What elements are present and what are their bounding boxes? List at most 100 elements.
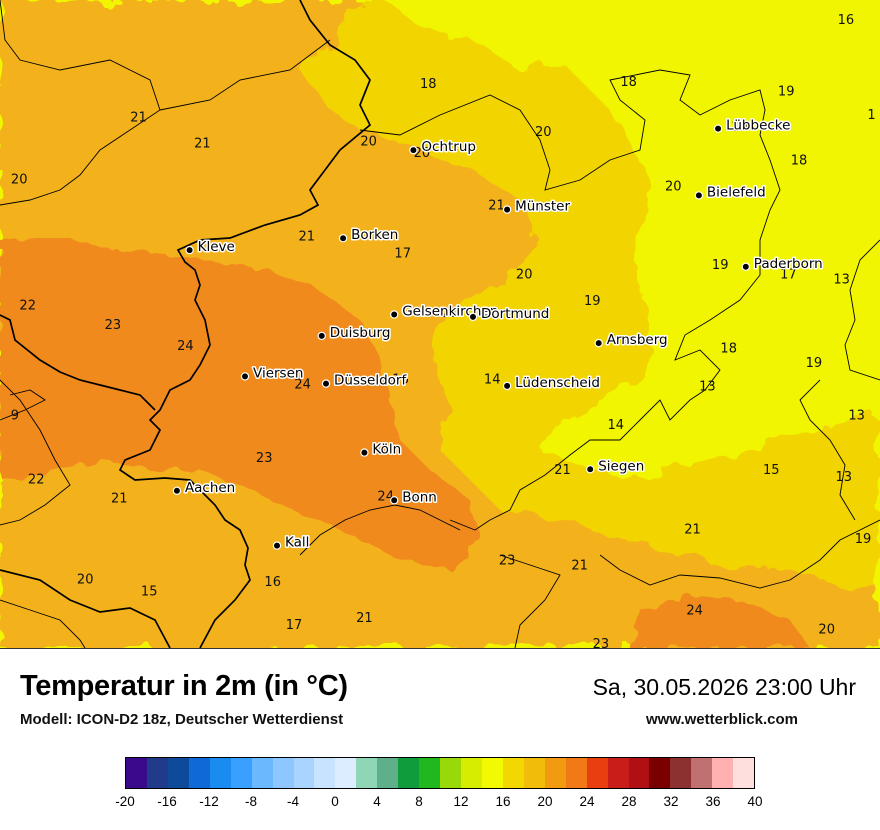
- temperature-value: 13: [848, 408, 865, 423]
- legend-tick-label: 16: [495, 794, 511, 809]
- legend-tick-label: 8: [415, 794, 423, 809]
- city-dot: [317, 331, 326, 341]
- city-marker: Düsseldorf: [321, 371, 409, 390]
- temperature-value: 21: [571, 558, 588, 573]
- temperature-value: 18: [620, 75, 637, 90]
- temperature-value: 22: [28, 473, 45, 488]
- temperature-value: 22: [19, 299, 36, 314]
- temperature-value: 17: [286, 618, 303, 633]
- temperature-value: 21: [130, 111, 147, 126]
- temperature-value: 17: [780, 268, 797, 283]
- legend-tick-label: -12: [199, 794, 219, 809]
- website-link[interactable]: www.wetterblick.com: [646, 711, 798, 728]
- temperature-value: 21: [356, 611, 373, 626]
- temperature-value: 19: [712, 258, 729, 273]
- warm-zone: [0, 238, 480, 570]
- city-dot: [594, 338, 603, 348]
- legend-color-segment: [230, 758, 252, 788]
- city-label: Kleve: [198, 239, 235, 255]
- temperature-value: 24: [177, 339, 194, 354]
- temperature-legend-ticks: -20 -16 -12 -8 -4 0 4 8 12 16 20 24 28 32 36 40: [115, 794, 762, 814]
- city-dot: [741, 262, 751, 271]
- temperature-value: 18: [720, 342, 737, 357]
- city-dot: [502, 381, 512, 391]
- city-label: Arnsberg: [607, 332, 668, 348]
- legend-color-segment: [712, 758, 734, 788]
- city-label: Borken: [351, 227, 398, 243]
- country-border-be-nl: [0, 314, 156, 411]
- city-label: Köln: [372, 442, 401, 458]
- mid-zone: [0, 0, 880, 648]
- legend-color-segment: [649, 758, 671, 788]
- temperature-value: 20: [516, 268, 533, 283]
- temperature-value: 19: [778, 84, 795, 99]
- city-marker: Kleve: [185, 238, 236, 257]
- city-dot: [172, 486, 182, 495]
- city-marker: Bielefeld: [694, 183, 767, 202]
- temperature-map: 16 18 18 19 1 21 21 20 20 19 20 18 20 20 21 21 17 19 20 17 1…: [0, 0, 880, 649]
- temperature-field: [0, 0, 880, 648]
- city-label: Ochtrup: [421, 139, 476, 155]
- temperature-value: 21: [441, 306, 458, 321]
- temperature-value: 13: [699, 380, 716, 395]
- city-marker: Siegen: [586, 457, 646, 476]
- temperature-value: 20: [414, 146, 431, 161]
- city-label: Paderborn: [754, 256, 823, 272]
- city-label: Lübbecke: [726, 118, 790, 134]
- legend-color-segment: [251, 758, 273, 788]
- temperature-value: 21: [554, 463, 571, 478]
- city-dot: [390, 496, 399, 505]
- country-border-be-lu: [0, 569, 171, 648]
- temperature-value: 24: [377, 489, 394, 504]
- temperature-value: 1: [867, 108, 875, 123]
- city-marker: Ochtrup: [409, 138, 477, 157]
- state-border-5: [499, 554, 561, 648]
- city-label: Lüdenscheid: [515, 375, 600, 391]
- state-border-4: [299, 504, 461, 556]
- legend-color-segment: [314, 758, 336, 788]
- temperature-value: 20: [535, 125, 552, 140]
- temperature-value: 13: [833, 273, 850, 288]
- legend-tick-label: 24: [579, 794, 595, 809]
- temperature-legend-bar: [125, 757, 755, 789]
- legend-color-segment: [272, 758, 294, 788]
- legend-tick-label: 28: [621, 794, 637, 809]
- legend-tick-label: 0: [331, 794, 339, 809]
- city-dot: [360, 448, 369, 457]
- legend-color-segment: [146, 758, 168, 788]
- temperature-value: 16: [838, 13, 855, 28]
- legend-tick-label: 36: [705, 794, 721, 809]
- legend-tick-label: -20: [115, 794, 135, 809]
- state-border-2: [159, 39, 331, 111]
- temperature-value: 24: [294, 377, 311, 392]
- temperature-value: 21: [194, 137, 211, 152]
- forecast-datetime: Sa, 30.05.2026 23:00 Uhr: [592, 674, 856, 700]
- legend-tick-label: -16: [157, 794, 177, 809]
- state-border-8: [0, 389, 46, 421]
- city-marker: Münster: [502, 197, 572, 216]
- city-label: Düsseldorf: [334, 373, 407, 389]
- city-dot: [185, 245, 194, 255]
- temperature-value: 23: [256, 451, 273, 466]
- warm-zone-east: [630, 595, 810, 648]
- city-markers: Ochtrup Lübbecke Bielefeld Münster Kleve Bork…: [172, 116, 824, 552]
- state-border-6: [599, 519, 880, 589]
- temperature-value: 16: [392, 373, 409, 388]
- temperature-value: 24: [686, 604, 703, 619]
- city-dot: [272, 541, 282, 550]
- country-border-nl-de: [118, 0, 372, 648]
- temperature-labels: 16 18 18 19 1 21 21 20 20 19 20 18 20 20 21 21 17 19 20 17 1…: [11, 13, 876, 648]
- temperature-value: 19: [731, 120, 748, 135]
- temperature-value: 18: [420, 77, 437, 92]
- temperature-value: 15: [141, 585, 158, 600]
- city-marker: Lübbecke: [713, 116, 792, 135]
- city-marker: Viersen: [240, 364, 305, 383]
- legend-color-segment: [335, 758, 357, 788]
- legend-color-segment: [167, 758, 189, 788]
- city-label: Duisburg: [330, 325, 391, 341]
- temperature-value: 20: [77, 573, 94, 588]
- temperature-value: 21: [684, 523, 701, 538]
- legend-color-segment: [733, 758, 755, 788]
- legend-tick-label: -8: [244, 794, 258, 809]
- temperature-value: 23: [105, 318, 122, 333]
